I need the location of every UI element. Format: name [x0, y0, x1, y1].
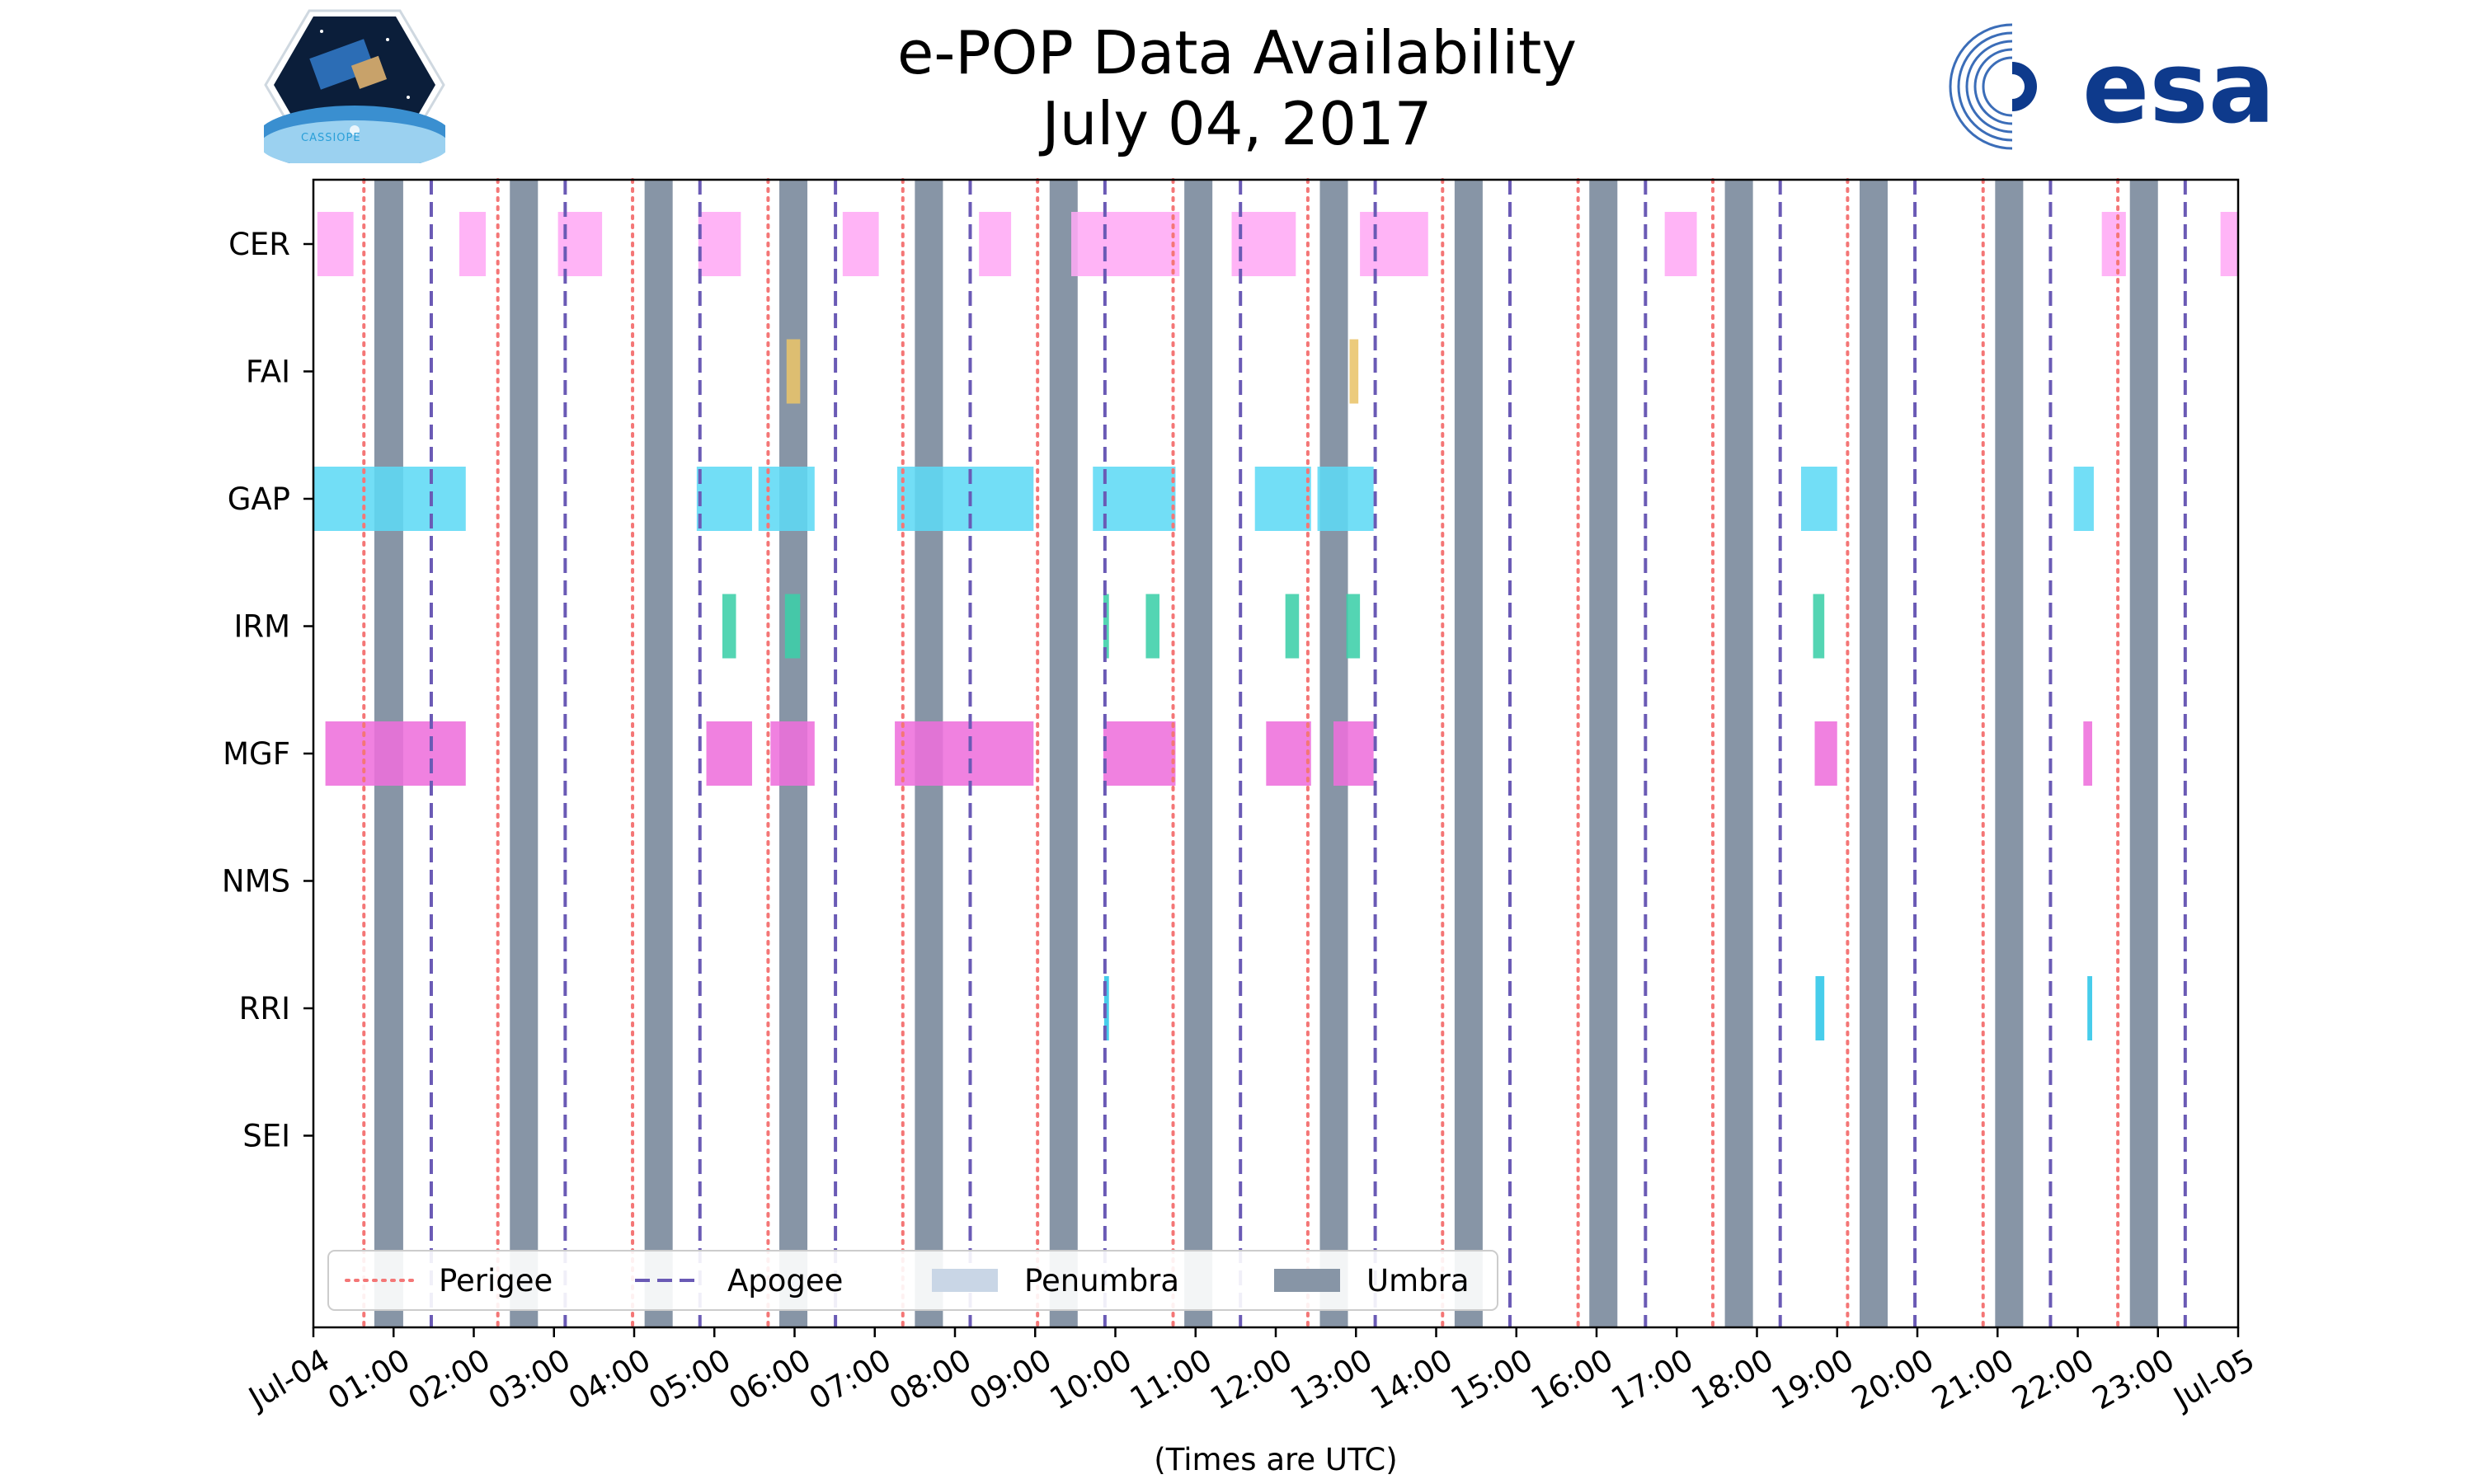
x-tick-label: 09:00 [964, 1342, 1058, 1417]
availability-bar-cer [698, 212, 741, 276]
availability-bar-gap [696, 467, 752, 531]
x-tick-label: Jul-05 [2166, 1342, 2260, 1417]
umbra-band [1995, 180, 2024, 1327]
availability-bar-mgf [1103, 721, 1176, 786]
cassiope-logo [264, 9, 445, 163]
umbra-band [1589, 180, 1618, 1327]
x-tick-label: 22:00 [2006, 1342, 2100, 1417]
availability-bar-mgf [1333, 721, 1374, 786]
legend-label: Apogee [727, 1263, 843, 1298]
x-tick-label: 06:00 [723, 1342, 817, 1417]
chart-title: e-POP Data Availability [897, 18, 1577, 87]
legend-penumbra-swatch [932, 1269, 998, 1292]
chart-subtitle: July 04, 2017 [1042, 89, 1432, 158]
umbra-band [2129, 180, 2158, 1327]
availability-bar-gap [2073, 467, 2094, 531]
availability-bar-irm [1285, 594, 1300, 659]
availability-bar-cer [317, 212, 354, 276]
legend-label: Penumbra [1024, 1263, 1179, 1298]
availability-bar-cer [1360, 212, 1428, 276]
x-tick-label: 07:00 [803, 1342, 897, 1417]
availability-bar-rri [2087, 976, 2093, 1040]
cassiope-logo-text: CASSIOPE [301, 132, 361, 144]
x-tick-label: 12:00 [1204, 1342, 1298, 1417]
availability-bar-mgf [706, 721, 752, 786]
availability-bar-gap [896, 467, 1034, 531]
availability-bar-cer [459, 212, 487, 276]
y-tick-label: FAI [246, 355, 290, 390]
availability-bar-gap [1093, 467, 1176, 531]
legend-box [327, 1250, 1498, 1311]
legend-label: Umbra [1366, 1263, 1470, 1298]
x-tick-label: 23:00 [2086, 1342, 2180, 1417]
x-tick-label: 16:00 [1525, 1342, 1619, 1417]
x-tick-label: 17:00 [1606, 1342, 1700, 1417]
x-tick-label: 01:00 [322, 1342, 416, 1417]
x-tick-label: 21:00 [1926, 1342, 2020, 1417]
x-tick-label: 10:00 [1044, 1342, 1138, 1417]
availability-bar-irm [722, 594, 736, 659]
availability-bar-mgf [770, 721, 815, 786]
availability-bar-cer [557, 212, 603, 276]
x-tick-label: 19:00 [1766, 1342, 1860, 1417]
availability-bar-cer [2101, 212, 2126, 276]
umbra-band [1454, 180, 1483, 1327]
availability-bar-cer [979, 212, 1012, 276]
umbra-band [644, 180, 673, 1327]
umbra-band [1049, 180, 1078, 1327]
y-tick-label: RRI [239, 991, 290, 1026]
availability-bar-cer [842, 212, 879, 276]
umbra-band [510, 180, 539, 1327]
x-tick-label: Jul-04 [242, 1342, 336, 1417]
umbra-band [1184, 180, 1213, 1327]
x-tick-label: 08:00 [883, 1342, 977, 1417]
x-tick-label: 04:00 [562, 1342, 656, 1417]
x-tick-label: 14:00 [1365, 1342, 1459, 1417]
availability-bar-cer [2220, 212, 2238, 276]
esa-logo: esa [1949, 23, 2275, 150]
availability-bar-mgf [895, 721, 1034, 786]
availability-bar-irm [784, 594, 801, 659]
availability-bar-irm [1346, 594, 1361, 659]
x-tick-label: 02:00 [402, 1342, 496, 1417]
availability-bar-gap [1317, 467, 1374, 531]
y-tick-label: MGF [223, 736, 290, 772]
availability-bar-gap [313, 467, 466, 531]
availability-bar-irm [1145, 594, 1159, 659]
availability-bar-fai [786, 339, 801, 404]
availability-bar-gap [1800, 467, 1837, 531]
availability-bar-fai [1349, 339, 1359, 404]
y-tick-label: NMS [222, 864, 290, 899]
availability-bar-mgf [1266, 721, 1311, 786]
x-tick-label: 05:00 [643, 1342, 737, 1417]
availability-bar-irm [1813, 594, 1825, 659]
availability-bar-mgf [325, 721, 466, 786]
availability-bar-cer [1664, 212, 1697, 276]
legend-umbra-swatch [1274, 1269, 1340, 1292]
umbra-band [1724, 180, 1753, 1327]
availability-bar-mgf [1814, 721, 1837, 786]
x-tick-label: 11:00 [1124, 1342, 1218, 1417]
x-tick-label: 03:00 [482, 1342, 576, 1417]
availability-bar-gap [1254, 467, 1311, 531]
y-tick-label: GAP [228, 481, 290, 517]
legend-label: Perigee [439, 1263, 553, 1298]
x-tick-label: 18:00 [1686, 1342, 1780, 1417]
esa-logo-text: esa [2082, 31, 2275, 146]
y-tick-label: SEI [242, 1119, 290, 1154]
availability-bar-mgf [2083, 721, 2093, 786]
y-tick-label: CER [228, 227, 290, 262]
x-tick-label: 15:00 [1445, 1342, 1539, 1417]
y-tick-label: IRM [233, 609, 290, 645]
availability-bar-cer [1231, 212, 1296, 276]
availability-bar-cer [1071, 212, 1180, 276]
umbra-band [1859, 180, 1888, 1327]
x-axis-label: (Times are UTC) [1154, 1442, 1397, 1477]
x-tick-label: 13:00 [1285, 1342, 1379, 1417]
x-tick-label: 20:00 [1846, 1342, 1940, 1417]
availability-bar-rri [1815, 976, 1825, 1040]
